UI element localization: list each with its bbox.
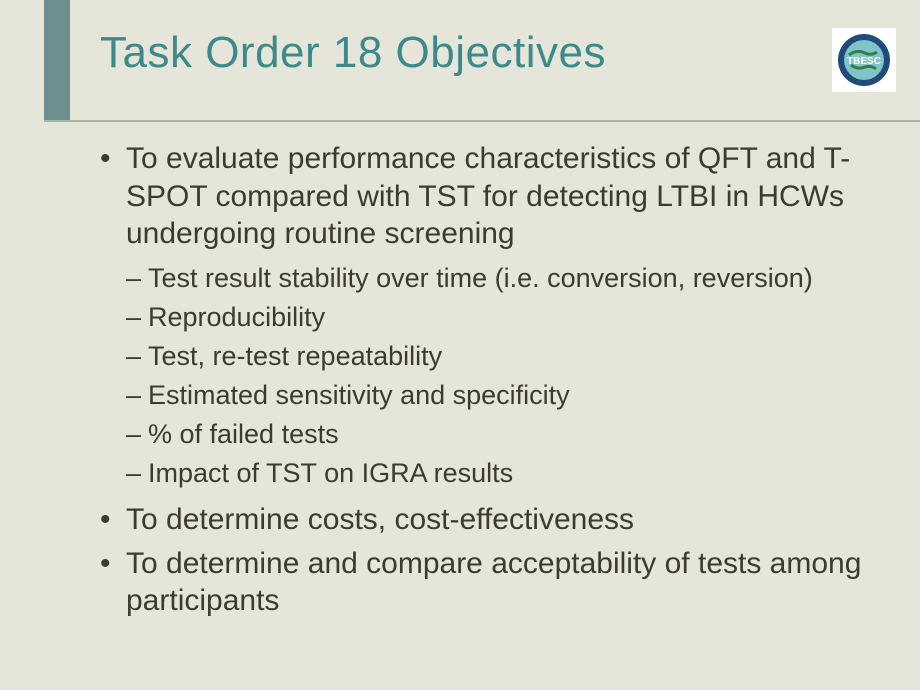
slide-title: Task Order 18 Objectives xyxy=(100,28,606,78)
sub-bullet: Test result stability over time (i.e. co… xyxy=(100,259,896,298)
globe-icon: TBESC xyxy=(837,33,891,87)
slide-body: To evaluate performance characteristics … xyxy=(100,140,896,626)
bullet-group-0: To evaluate performance characteristics … xyxy=(100,140,896,493)
sub-bullet: Test, re-test repeatability xyxy=(100,337,896,376)
sub-bullet: Estimated sensitivity and specificity xyxy=(100,376,896,415)
tbesc-logo: TBESC xyxy=(832,28,896,92)
sub-bullet: Impact of TST on IGRA results xyxy=(100,454,896,493)
bullet-1: To evaluate performance characteristics … xyxy=(100,140,896,253)
title-underline xyxy=(44,120,920,122)
sub-bullet: % of failed tests xyxy=(100,415,896,454)
bullet-3: To determine and compare acceptability o… xyxy=(100,545,896,620)
logo-text: TBESC xyxy=(847,56,881,67)
sub-bullet: Reproducibility xyxy=(100,298,896,337)
bullet-2: To determine costs, cost-effectiveness xyxy=(100,501,896,539)
accent-bar xyxy=(44,0,70,120)
